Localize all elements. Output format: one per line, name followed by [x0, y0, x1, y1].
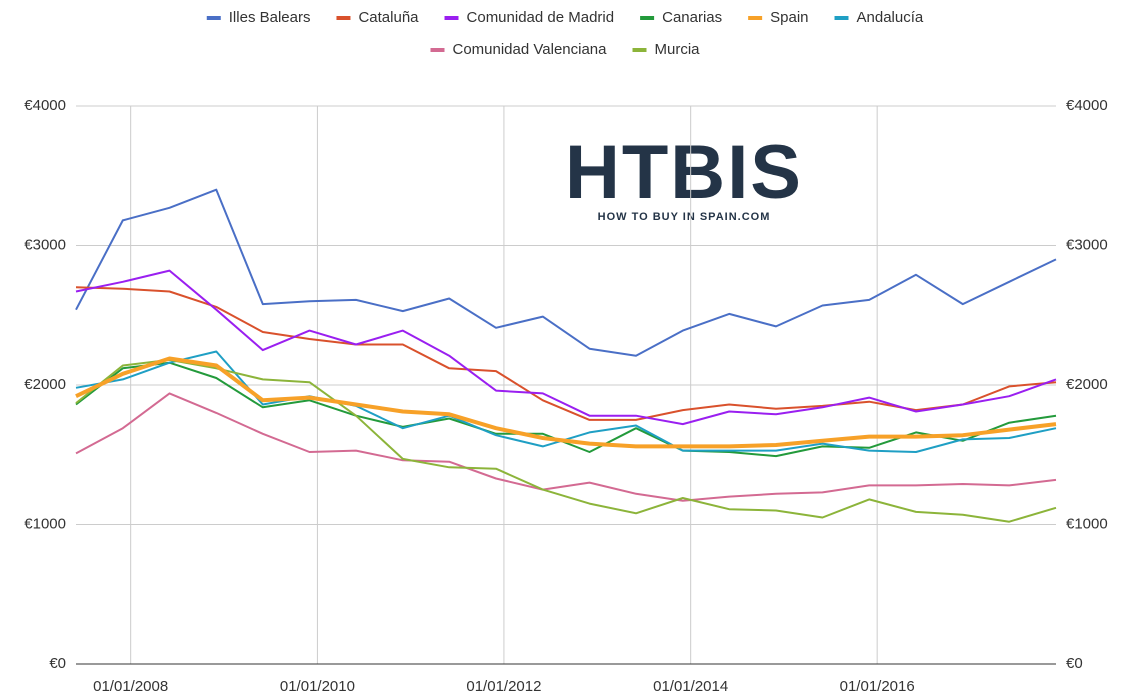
legend-item: Murcia [632, 41, 700, 58]
y-tick-label: €3000 [24, 236, 66, 253]
y-tick-label: €4000 [24, 97, 66, 114]
x-tick-label: 01/01/2008 [93, 678, 168, 695]
y2-tick-label: €3000 [1066, 236, 1108, 253]
legend-label: Murcia [654, 41, 700, 58]
line-series [75, 286, 1057, 421]
legend: Illes Balears Cataluña Comunidad de Madrid… [206, 9, 924, 26]
legend-item: Andalucía [834, 9, 924, 26]
y-tick-label: €2000 [24, 376, 66, 393]
legend-item: Canarias [640, 9, 722, 26]
x-tick-label: 01/01/2014 [653, 678, 728, 695]
legend-item: Illes Balears [206, 9, 311, 26]
y2-tick-label: €0 [1066, 655, 1083, 672]
legend-item: Comunidad Valenciana [430, 41, 607, 58]
x-tick-label: 01/01/2010 [280, 678, 355, 695]
logo: HTBIS HOW TO BUY IN SPAIN.COM [565, 130, 803, 223]
legend-label: Cataluña [358, 9, 419, 26]
logo-subtitle: HOW TO BUY IN SPAIN.COM [598, 211, 771, 223]
legend-label: Spain [770, 9, 808, 26]
y-tick-label: €0 [49, 655, 66, 672]
y2-tick-label: €2000 [1066, 376, 1108, 393]
logo-title: HTBIS [565, 130, 803, 215]
legend-label: Comunidad de Madrid [467, 9, 615, 26]
legend: Comunidad Valenciana Murcia [430, 41, 700, 58]
y2-tick-label: €1000 [1066, 515, 1108, 532]
legend-item: Cataluña [336, 9, 419, 26]
line-series [75, 356, 1057, 449]
y-tick-label: €1000 [24, 515, 66, 532]
legend-label: Comunidad Valenciana [452, 41, 607, 58]
line-series [75, 188, 1057, 357]
legend-item: Comunidad de Madrid [444, 9, 615, 26]
x-tick-label: 01/01/2012 [466, 678, 541, 695]
legend-item: Spain [748, 9, 809, 26]
line-series [75, 361, 1057, 458]
legend-label: Andalucía [857, 9, 924, 26]
line-series [75, 269, 1057, 426]
line-series [75, 392, 1057, 502]
legend-label: Canarias [662, 9, 722, 26]
legend-label: Illes Balears [229, 9, 311, 26]
x-tick-label: 01/01/2016 [840, 678, 915, 695]
line-series [75, 358, 1057, 523]
y2-tick-label: €4000 [1066, 97, 1108, 114]
